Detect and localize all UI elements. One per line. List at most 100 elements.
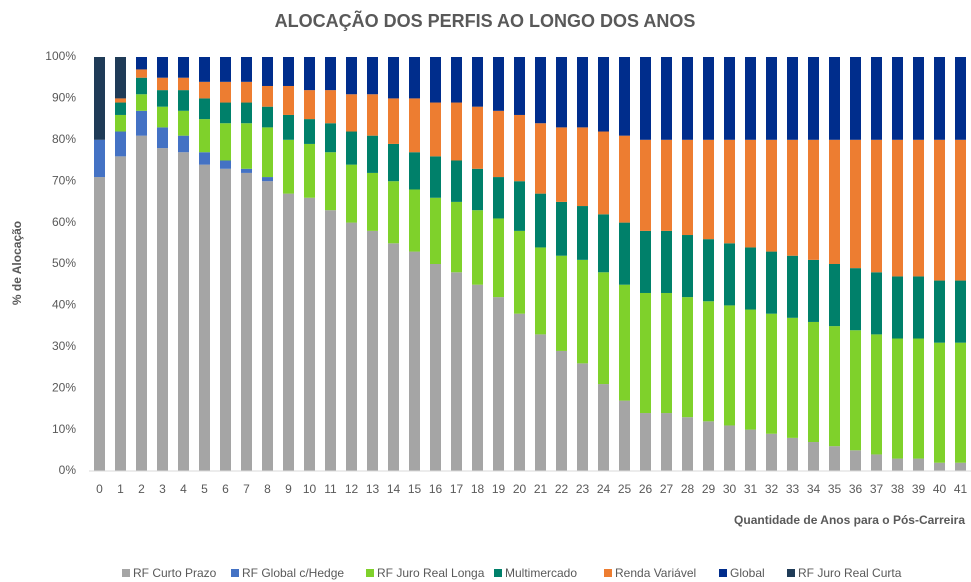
bar-segment (304, 57, 315, 91)
bar-segment (598, 384, 609, 471)
bar-segment (283, 139, 294, 194)
bar-segment (661, 57, 672, 140)
x-tick-label: 34 (807, 482, 821, 496)
bar-segment (808, 442, 819, 471)
bar-segment (388, 98, 399, 144)
bar-segment (346, 94, 357, 132)
x-tick-label: 31 (744, 482, 758, 496)
bar-segment (934, 280, 945, 343)
x-tick-label: 9 (285, 482, 292, 496)
bar-segment (871, 139, 882, 273)
bar-segment (157, 90, 168, 107)
bar-segment (115, 98, 126, 103)
legend-swatch (231, 569, 239, 577)
bar-segment (766, 139, 777, 252)
bar-segment (556, 255, 567, 351)
bar-segment (892, 139, 903, 277)
bar-segment (682, 139, 693, 236)
bar-segment (913, 139, 924, 277)
y-tick-label: 70% (52, 173, 76, 187)
bar-segment (493, 57, 504, 111)
bar-segment (94, 177, 105, 471)
bar-segment (430, 264, 441, 471)
bar-segment (871, 272, 882, 335)
bar-segment (535, 193, 546, 248)
bar-segment (913, 276, 924, 339)
bar-segment (241, 172, 252, 472)
bar-segment (136, 69, 147, 78)
bar-segment (871, 334, 882, 455)
y-axis-title: % de Alocação (10, 221, 24, 305)
x-tick-label: 25 (618, 482, 632, 496)
x-tick-label: 37 (870, 482, 884, 496)
bar-segment (115, 114, 126, 132)
bar-segment (115, 131, 126, 157)
bar-segment (115, 102, 126, 115)
bar-segment (346, 222, 357, 471)
bar-segment (493, 177, 504, 219)
bar-segment (178, 90, 189, 111)
x-tick-label: 2 (138, 482, 145, 496)
bar-segment (409, 152, 420, 190)
bar-segment (115, 156, 126, 472)
bar-segment (472, 57, 483, 107)
x-tick-label: 4 (180, 482, 187, 496)
bar-segment (178, 135, 189, 153)
x-tick-label: 21 (534, 482, 548, 496)
bar-segment (136, 135, 147, 471)
bar-segment (745, 247, 756, 310)
bar-segment (304, 143, 315, 198)
bar-segment (829, 57, 840, 140)
x-tick-label: 3 (159, 482, 166, 496)
x-tick-label: 5 (201, 482, 208, 496)
bar-segment (787, 57, 798, 140)
bar-segment (325, 152, 336, 211)
bar-segment (850, 450, 861, 471)
bar-segment (409, 251, 420, 471)
legend-label: Multimercado (505, 566, 577, 580)
bar-segment (934, 57, 945, 140)
bar-segment (514, 181, 525, 231)
bar-segment (808, 259, 819, 322)
bar-segment (346, 57, 357, 95)
y-tick-label: 0% (59, 463, 77, 477)
legend-label: Renda Variável (615, 566, 696, 580)
bar-segment (367, 230, 378, 471)
x-tick-label: 26 (639, 482, 653, 496)
bar-segment (136, 77, 147, 95)
bar-segment (577, 127, 588, 207)
bar-segment (367, 57, 378, 95)
bar-segment (619, 57, 630, 136)
legend-label: RF Global c/Hedge (242, 566, 344, 580)
bar-segment (703, 301, 714, 422)
bar-segment (955, 462, 966, 471)
bar-segment (262, 127, 273, 178)
bar-segment (220, 102, 231, 124)
x-tick-label: 36 (849, 482, 863, 496)
y-tick-label: 60% (52, 215, 76, 229)
bar-segment (661, 292, 672, 414)
y-tick-label: 90% (52, 91, 76, 105)
bar-segment (388, 181, 399, 244)
bar-segment (472, 284, 483, 471)
bar-segment (346, 164, 357, 223)
bar-segment (493, 218, 504, 298)
bar-segment (598, 214, 609, 273)
bar-segment (325, 57, 336, 91)
bar-segment (913, 338, 924, 459)
bar-segment (241, 123, 252, 169)
bar-segment (829, 264, 840, 327)
bar-segment (451, 160, 462, 202)
bar-segment (640, 292, 651, 414)
bar-segment (577, 259, 588, 364)
bar-segment (955, 342, 966, 463)
bar-segment (325, 123, 336, 153)
bar-segment (514, 114, 525, 182)
bar-segment (682, 57, 693, 140)
bar-segment (787, 139, 798, 256)
y-tick-label: 30% (52, 339, 76, 353)
bar-segment (94, 139, 105, 178)
bar-segment (262, 177, 273, 182)
bar-segment (199, 164, 210, 471)
x-tick-label: 29 (702, 482, 716, 496)
